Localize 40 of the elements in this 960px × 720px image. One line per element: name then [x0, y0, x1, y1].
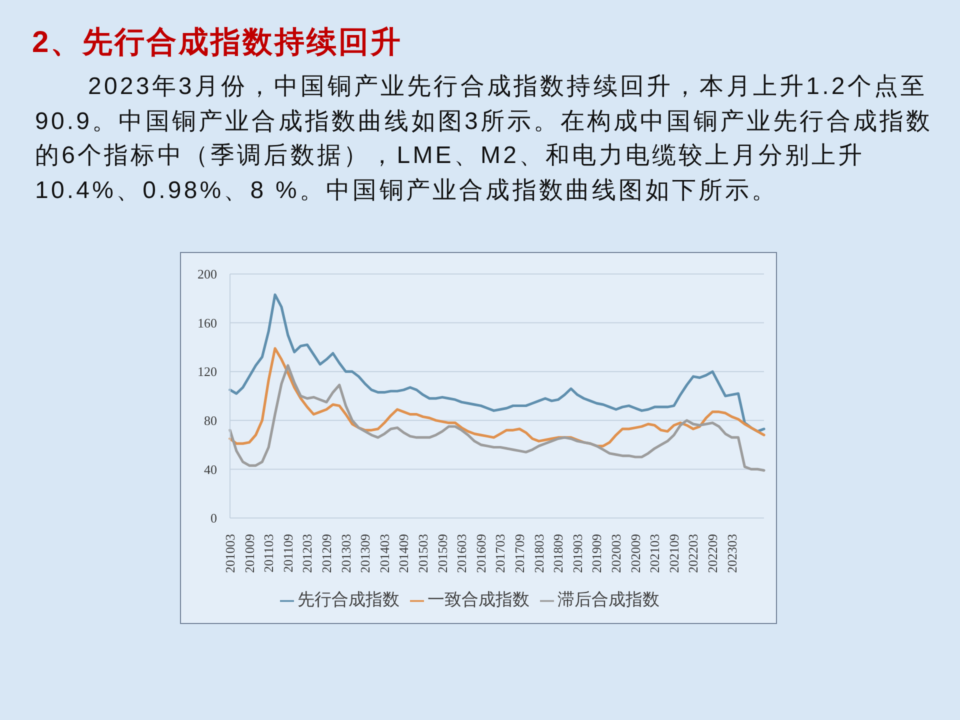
x-tick-label: 202109 [666, 534, 682, 573]
x-tick-label: 201709 [512, 534, 528, 573]
legend-label: 滞后合成指数 [558, 590, 660, 609]
x-tick-label: 201003 [222, 534, 238, 573]
x-tick-label: 202003 [608, 534, 624, 573]
x-tick-label: 201409 [396, 534, 412, 573]
x-tick-label: 201603 [454, 534, 470, 573]
x-tick-label: 202009 [628, 534, 643, 573]
x-tick-label: 202303 [724, 534, 740, 573]
x-tick-label: 201509 [434, 534, 450, 573]
y-tick-label: 80 [204, 413, 217, 428]
x-tick-label: 201809 [550, 534, 566, 573]
legend-label: 先行合成指数 [298, 590, 400, 609]
legend-label: 一致合成指数 [428, 590, 530, 609]
x-tick-label: 201403 [376, 534, 392, 573]
x-tick-label: 201703 [492, 534, 508, 573]
x-tick-label: 201009 [242, 534, 257, 573]
x-tick-label: 201209 [319, 534, 334, 573]
x-tick-label: 201609 [473, 534, 488, 573]
x-tick-label: 202203 [686, 534, 701, 573]
x-tick-label: 201309 [358, 534, 373, 573]
y-tick-label: 160 [198, 315, 217, 330]
x-tick-label: 201503 [416, 534, 431, 573]
x-tick-label: 201103 [261, 534, 276, 573]
x-tick-label: 202103 [647, 534, 662, 573]
chart-subtitle: 2023年3月份，中国铜产业先行合成指数持续回升，本月上升1.2个点至90.9。中国铜产业合成指数曲线如图3所示。在构成中国铜产业先行合成指数的6个指标中（季调后数据），LME、M2、和电力电缆较上月分别上升10.4%、0.98%、8 %。中国铜产业合成指数曲线图如下所示。 [35, 72, 934, 206]
y-tick-label: 120 [198, 364, 217, 380]
x-tick-label: 201903 [570, 534, 585, 573]
y-tick-label: 0 [210, 510, 217, 526]
x-tick-label: 201803 [531, 534, 546, 573]
chart-title: 2、先行合成指数持续回升 [32, 25, 403, 61]
x-tick-label: 201203 [300, 534, 315, 573]
line-series [228, 364, 766, 472]
line-series [228, 293, 766, 433]
x-tick-label: 201109 [280, 534, 296, 573]
x-tick-label: 201909 [589, 534, 604, 573]
y-tick-label: 200 [198, 266, 217, 282]
x-tick-label: 201303 [338, 534, 354, 573]
x-tick-label: 202209 [705, 534, 720, 573]
y-tick-label: 40 [204, 462, 217, 477]
